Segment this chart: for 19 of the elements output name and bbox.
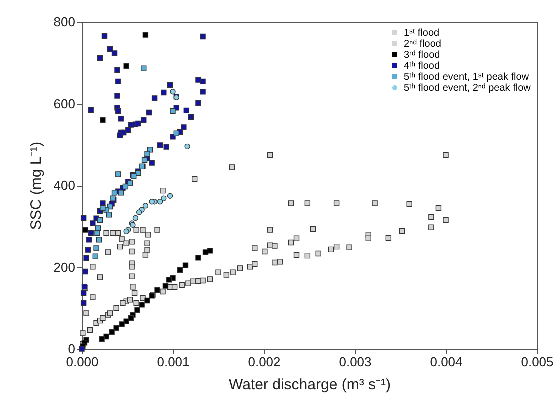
- y-tick-label: 600: [54, 96, 76, 112]
- y-tick-label: 0: [68, 342, 76, 356]
- x-tick-label: 0.001: [157, 354, 190, 370]
- y-tick-label: 400: [54, 178, 76, 193]
- x-axis-title: Water discharge (m³ s⁻¹): [229, 376, 391, 394]
- y-tick-label: 800: [54, 14, 76, 30]
- legend-label: 2ⁿᵈ flood: [404, 39, 442, 50]
- legend-label: 4ᵗʰ flood: [404, 61, 440, 72]
- legend-label: 1ˢᵗ flood: [404, 28, 440, 39]
- x-tick-label: 0.002: [248, 354, 281, 370]
- x-tick-label: 0.003: [339, 354, 372, 370]
- legend-label: 5ᵗʰ flood event, 2ⁿᵈ peak flow: [404, 83, 532, 94]
- x-tick-label: 0.000: [66, 354, 99, 370]
- y-axis-title: SSC (mg L⁻¹): [28, 142, 45, 230]
- x-tick-label: 0.004: [430, 354, 463, 370]
- x-tick-label: 0.005: [521, 354, 554, 370]
- legend-label: 5ᵗʰ flood event, 1ˢᵗ peak flow: [404, 72, 530, 83]
- legend-label: 3ʳᵈ flood: [404, 50, 440, 61]
- y-tick-label: 200: [54, 260, 76, 275]
